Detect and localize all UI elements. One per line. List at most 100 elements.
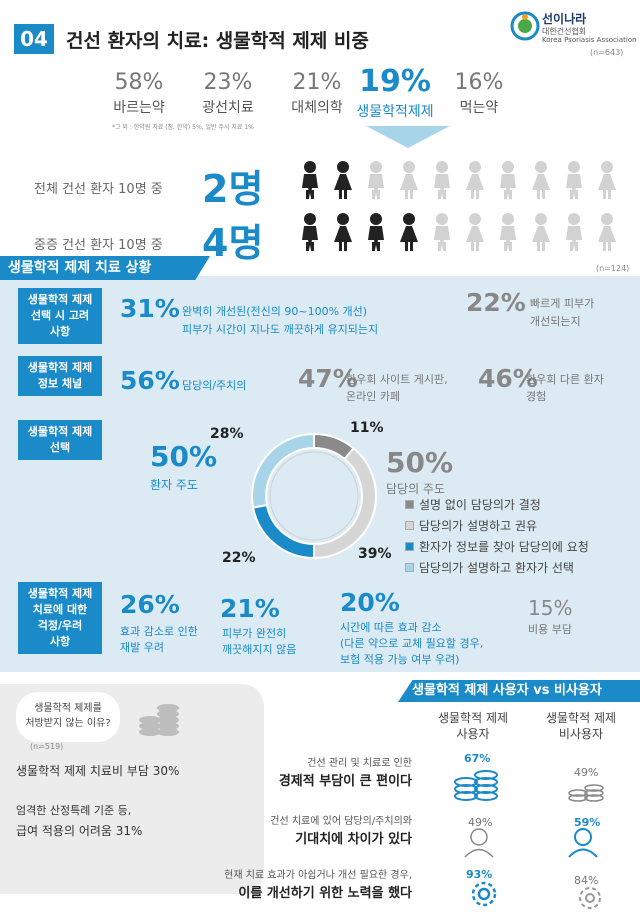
donut-slice-patient-chooses [251, 432, 315, 509]
vs-row-bold: 이를 개선하기 위한 노력을 했다 [238, 886, 412, 901]
concern-text: 효과 감소로 인한 [120, 625, 198, 638]
treatment-stat: 58% 바르는약 [84, 70, 194, 117]
nonuse-reason: 생물학적 제제 치료비 부담 30% [16, 764, 180, 778]
pointer-triangle [366, 126, 450, 148]
person-icon [334, 213, 352, 251]
person-icon [466, 161, 484, 199]
donut-label: 28% [210, 426, 244, 442]
choice-label: 생물학적 제제 선택 [18, 420, 102, 460]
people-row [298, 160, 628, 200]
legend-swatch [405, 500, 414, 509]
treatment-label: 바르는약 [113, 100, 165, 116]
treatment-label: 생물학적제제 [356, 104, 434, 120]
concern-label: 생물학적 제제 치료에 대한 걱정/우려 사항 [18, 582, 102, 654]
concern-pct: 20% [340, 588, 400, 617]
legend-label: 담당의가 설명하고 환자가 선택 [419, 561, 574, 575]
nonuse-reason: 엄격한 산정특례 기준 등, [16, 804, 132, 817]
doctor-icon [568, 828, 598, 858]
vs-row-bold: 기대치에 차이가 있다 [295, 832, 412, 847]
concern-text: 깨끗해지지 않음 [222, 643, 297, 656]
factor-main-pct: 31% [120, 294, 180, 323]
factor-main-text: 완벽히 개선된(전신의 90~100% 개선) [182, 305, 368, 318]
vs-row-text: 건선 관리 및 치료로 인한 [307, 758, 412, 769]
ratio-count: 4명 [202, 221, 264, 265]
factor-side-pct: 22% [466, 288, 526, 317]
col-header-nonuser: 생물학적 제제 비사용자 [545, 711, 617, 741]
concern-text: 시간에 따른 효과 감소 [340, 621, 442, 634]
info-pct: 56% [120, 366, 180, 395]
concern-pct: 15% [528, 596, 573, 620]
legend-item: 담당의가 설명하고 권유 [405, 517, 537, 534]
page-title: 건선 환자의 치료: 생물학적 제제 비중 [66, 30, 369, 52]
logo-subtitle: 대한건선협회 [542, 27, 587, 36]
donut-slice-patient-requests [251, 503, 315, 560]
person-icon [500, 161, 516, 199]
treatment-pct: 16% [454, 70, 504, 95]
info-text: 경험 [526, 390, 547, 403]
concern-text: 비용 부담 [528, 623, 572, 636]
treatment-label: 대체의학 [291, 100, 343, 116]
person-icon [466, 213, 484, 251]
legend-label: 설명 없이 담당의가 결정 [419, 498, 541, 512]
ratio-label: 전체 건선 환자 10명 중 [34, 182, 163, 197]
ratio-label: 중증 건선 환자 10명 중 [34, 238, 163, 253]
gears-icon [471, 881, 497, 907]
person-icon [302, 213, 318, 251]
legend-item: 환자가 정보를 찾아 담당의에 요청 [405, 538, 589, 555]
legend-label: 환자가 정보를 찾아 담당의에 요청 [419, 540, 589, 554]
logo-name: 선이나라 [542, 12, 587, 26]
person-icon [434, 213, 450, 251]
concern-text: 피부가 완전히 [222, 627, 287, 640]
factor-main-text: 피부가 시간이 지나도 깨끗하게 유지되는지 [182, 323, 379, 336]
coins-icon [139, 704, 179, 736]
vs-section-title: 생물학적 제제 사용자 vs 비사용자 [398, 680, 640, 702]
person-icon [500, 213, 516, 251]
coins-icon [454, 770, 498, 801]
sample-size: (n=124) [596, 264, 630, 273]
treatment-stat: 21% 대체의학 [262, 70, 372, 117]
footnote: *그 외 : 한약원 치료 (침, 한약) 5%, 일반 주사 치료 1% [112, 124, 254, 131]
info-text: 환우회 다른 환자 [526, 373, 604, 386]
donut-label: 22% [222, 550, 256, 566]
logo-english: Korea Psoriasis Association [542, 36, 637, 44]
person-icon [368, 161, 384, 199]
section-number: 04 [14, 24, 54, 54]
person-icon [400, 213, 418, 251]
legend-label: 담당의가 설명하고 권유 [419, 519, 538, 533]
concern-text: 재발 우려 [120, 641, 164, 654]
question-line: 처방받지 않는 이유? [25, 718, 111, 729]
vs-row-text: 건선 치료에 있어 담당의/주치의와 [270, 816, 412, 827]
question-line: 생물학적 제제를 [34, 703, 102, 714]
choice-donut-chart [251, 432, 377, 560]
question-bubble: 생물학적 제제를 처방받지 않는 이유? [16, 692, 120, 742]
treatment-stat: 16% 먹는약 [424, 70, 534, 117]
legend-swatch [405, 521, 414, 530]
nonuser-value: 59% [574, 816, 601, 829]
factor-side-text: 개선되는지 [530, 315, 581, 328]
person-icon [334, 161, 352, 199]
info-pct: 46% [478, 364, 538, 393]
person-icon [532, 161, 550, 199]
sample-size: (n=519) [30, 742, 64, 751]
treatment-stat: 23% 광선치료 [173, 70, 283, 117]
concern-pct: 26% [120, 590, 180, 619]
info-label: 생물학적 제제 정보 채널 [18, 356, 102, 396]
nonuser-value: 49% [574, 766, 599, 779]
legend-item: 담당의가 설명하고 환자가 선택 [405, 559, 574, 576]
treatment-pct: 23% [203, 70, 253, 95]
gears-icon [579, 887, 601, 909]
legend-item: 설명 없이 담당의가 결정 [405, 496, 541, 513]
person-icon [368, 213, 384, 251]
ratio-count: 2명 [202, 167, 264, 211]
person-icon [598, 161, 616, 199]
patient-led-pct: 50% [150, 440, 218, 473]
user-value: 67% [464, 752, 491, 765]
person-icon [400, 161, 418, 199]
sample-size: (n=643) [590, 48, 624, 57]
user-value: 93% [466, 868, 493, 881]
doctor-led-pct: 50% [386, 446, 454, 479]
col-header-user: 생물학적 제제 사용자 [437, 711, 509, 741]
vs-row-bold: 경제적 부담이 큰 편이다 [278, 774, 412, 789]
association-logo [510, 11, 540, 41]
user-value: 49% [468, 816, 493, 829]
